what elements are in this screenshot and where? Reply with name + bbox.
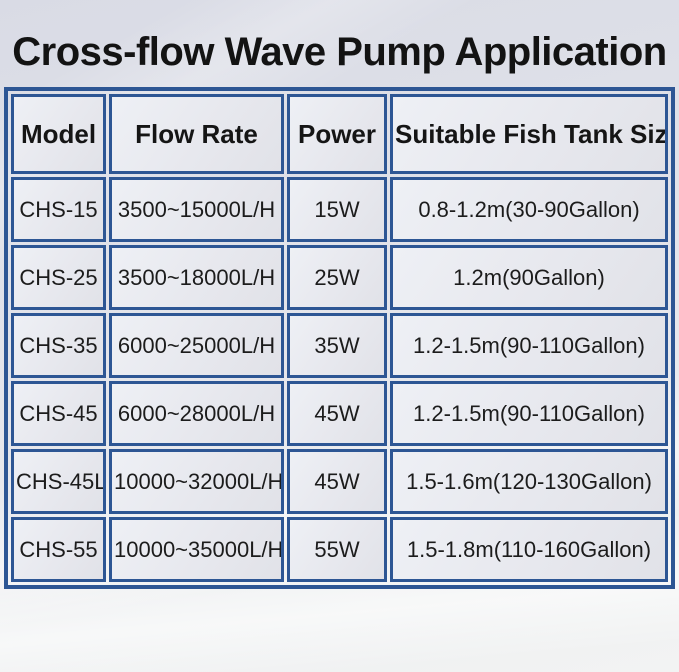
table-row: CHS-45L 10000~32000L/H 45W 1.5-1.6m(120-… <box>11 449 668 514</box>
cell-tank-size: 1.2-1.5m(90-110Gallon) <box>390 313 668 378</box>
cell-power: 55W <box>287 517 387 582</box>
header-power: Power <box>287 94 387 174</box>
cell-power: 45W <box>287 449 387 514</box>
header-flow-rate: Flow Rate <box>109 94 284 174</box>
cell-power: 25W <box>287 245 387 310</box>
cell-tank-size: 1.5-1.6m(120-130Gallon) <box>390 449 668 514</box>
spec-table: Model Flow Rate Power Suitable Fish Tank… <box>4 87 675 589</box>
header-model: Model <box>11 94 106 174</box>
cell-flow-rate: 10000~32000L/H <box>109 449 284 514</box>
cell-tank-size: 1.2-1.5m(90-110Gallon) <box>390 381 668 446</box>
cell-model: CHS-35 <box>11 313 106 378</box>
cell-flow-rate: 3500~15000L/H <box>109 177 284 242</box>
cell-model: CHS-45 <box>11 381 106 446</box>
cell-flow-rate: 6000~28000L/H <box>109 381 284 446</box>
cell-flow-rate: 3500~18000L/H <box>109 245 284 310</box>
cell-model: CHS-45L <box>11 449 106 514</box>
table-row: CHS-15 3500~15000L/H 15W 0.8-1.2m(30-90G… <box>11 177 668 242</box>
table-row: CHS-35 6000~25000L/H 35W 1.2-1.5m(90-110… <box>11 313 668 378</box>
table-row: CHS-55 10000~35000L/H 55W 1.5-1.8m(110-1… <box>11 517 668 582</box>
cell-power: 35W <box>287 313 387 378</box>
cell-flow-rate: 10000~35000L/H <box>109 517 284 582</box>
table-row: CHS-45 6000~28000L/H 45W 1.2-1.5m(90-110… <box>11 381 668 446</box>
page-title: Cross-flow Wave Pump Application <box>12 30 667 74</box>
table-row: CHS-25 3500~18000L/H 25W 1.2m(90Gallon) <box>11 245 668 310</box>
cell-tank-size: 0.8-1.2m(30-90Gallon) <box>390 177 668 242</box>
cell-tank-size: 1.2m(90Gallon) <box>390 245 668 310</box>
header-row: Model Flow Rate Power Suitable Fish Tank… <box>11 94 668 174</box>
cell-flow-rate: 6000~25000L/H <box>109 313 284 378</box>
cell-model: CHS-25 <box>11 245 106 310</box>
cell-model: CHS-15 <box>11 177 106 242</box>
header-tank-size: Suitable Fish Tank Size <box>390 94 668 174</box>
cell-power: 45W <box>287 381 387 446</box>
cell-tank-size: 1.5-1.8m(110-160Gallon) <box>390 517 668 582</box>
cell-power: 15W <box>287 177 387 242</box>
cell-model: CHS-55 <box>11 517 106 582</box>
